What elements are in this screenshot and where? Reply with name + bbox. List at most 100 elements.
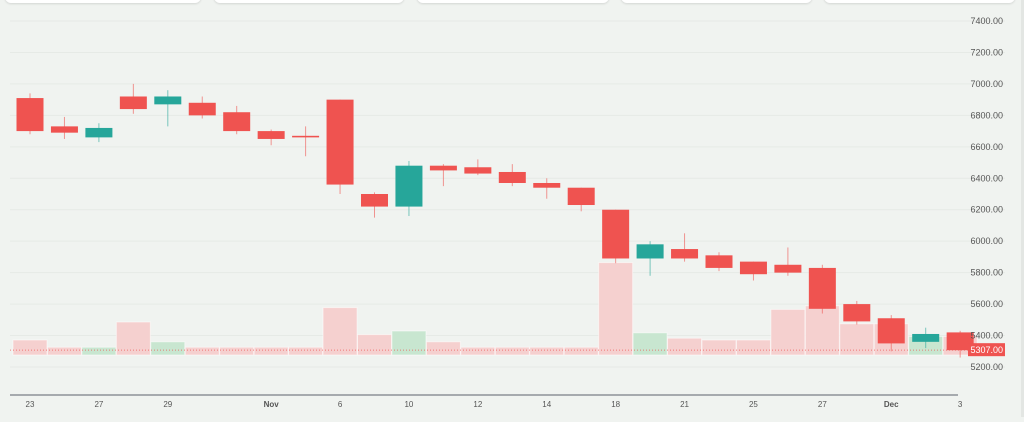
candle[interactable] — [671, 233, 699, 262]
candle[interactable] — [119, 83, 147, 114]
time-tick-label: Nov — [264, 400, 280, 409]
candle-body — [636, 244, 664, 259]
current-price-label: 5307.00 — [970, 345, 1003, 355]
price-tick-label: 7000.00 — [970, 79, 1003, 89]
volume-bar — [735, 339, 771, 356]
time-tick-label: 27 — [94, 400, 103, 409]
price-tick-label: 6000.00 — [970, 236, 1003, 246]
right-edge-border — [1021, 0, 1024, 417]
candle[interactable] — [223, 105, 251, 135]
candle[interactable] — [912, 327, 940, 349]
time-tick-label: 10 — [404, 400, 413, 409]
top-card-3[interactable] — [417, 0, 609, 3]
volume-bar — [632, 332, 668, 356]
price-tick-label: 5800.00 — [970, 268, 1003, 278]
time-tick-label: 12 — [473, 400, 482, 409]
candle[interactable] — [498, 164, 526, 187]
candle[interactable] — [50, 116, 78, 139]
time-tick-label: 23 — [26, 400, 35, 409]
time-tick-label: Dec — [884, 400, 899, 409]
candle[interactable] — [602, 209, 630, 264]
top-card-2[interactable] — [214, 0, 404, 3]
candle-body — [567, 187, 595, 206]
candle-body — [774, 264, 802, 273]
top-card-4[interactable] — [621, 0, 812, 3]
candle[interactable] — [326, 99, 354, 194]
candle-body — [946, 332, 974, 351]
candle-body — [602, 209, 630, 259]
candle-body — [877, 318, 905, 344]
time-tick-label: 29 — [163, 400, 172, 409]
candle-body — [808, 267, 836, 309]
candle-body — [257, 131, 285, 139]
time-tick-label: 3 — [958, 400, 963, 409]
candle-body — [50, 126, 78, 133]
candle-body — [223, 112, 251, 132]
candle-body — [464, 167, 492, 174]
candle-body — [533, 182, 561, 188]
candle-body — [188, 102, 216, 116]
volume-bar — [253, 346, 289, 356]
volume-bar — [12, 339, 48, 356]
price-tick-label: 6600.00 — [970, 142, 1003, 152]
candle[interactable] — [567, 187, 595, 212]
candle-body — [119, 96, 147, 110]
candle-body — [85, 127, 113, 138]
time-tick-label: 18 — [611, 400, 620, 409]
candle[interactable] — [739, 261, 767, 281]
candle[interactable] — [85, 123, 113, 143]
candle-body — [429, 165, 457, 171]
volume-bar — [460, 346, 496, 356]
volume-bar — [425, 341, 461, 356]
candle[interactable] — [533, 178, 561, 199]
volume-bar — [529, 346, 565, 356]
candle[interactable] — [361, 192, 388, 218]
volume-bar — [563, 346, 599, 356]
time-tick-label: 6 — [338, 400, 343, 409]
time-tick-label: 27 — [818, 400, 827, 409]
candle-body — [16, 98, 44, 132]
volume-bar — [701, 339, 737, 356]
candle[interactable] — [636, 241, 664, 276]
volume-bar — [391, 330, 427, 356]
candle[interactable] — [843, 300, 871, 325]
candle-body — [326, 99, 354, 185]
candle[interactable] — [292, 126, 320, 157]
top-card-5[interactable] — [824, 0, 1015, 3]
price-axis[interactable]: 7400.00 7200.00 7000.00 6800.00 6600.00 6400.… — [968, 16, 1005, 372]
price-tick-label: 7200.00 — [970, 47, 1003, 57]
candle[interactable] — [877, 315, 905, 352]
candle[interactable] — [16, 93, 44, 135]
volume-bar — [667, 337, 703, 356]
current-price-badge — [968, 343, 1005, 357]
price-tick-label: 6800.00 — [970, 110, 1003, 120]
top-card-1[interactable] — [5, 0, 201, 3]
candle[interactable] — [705, 252, 733, 272]
candle[interactable] — [808, 264, 836, 314]
time-tick-label: 14 — [542, 400, 551, 409]
candle[interactable] — [464, 159, 492, 176]
candle[interactable] — [188, 96, 216, 119]
candle[interactable] — [774, 247, 802, 276]
candle[interactable] — [257, 129, 285, 146]
candle[interactable] — [429, 164, 457, 187]
volume-bar — [46, 346, 82, 356]
price-tick-label: 5600.00 — [970, 299, 1003, 309]
volume-bar — [115, 321, 151, 356]
price-tick-label: 5400.00 — [970, 331, 1003, 341]
price-tick-label: 6200.00 — [970, 205, 1003, 215]
time-tick-label: 21 — [680, 400, 689, 409]
volume-bar — [598, 262, 634, 356]
volume-bars — [12, 262, 978, 356]
candle[interactable] — [395, 160, 423, 217]
volume-bar — [322, 307, 358, 356]
candle[interactable] — [154, 90, 182, 127]
candle-body — [671, 249, 699, 259]
time-axis[interactable]: 23 27 29 Nov 6 10 12 14 18 21 25 27 Dec 3 — [10, 394, 963, 409]
candle-body — [498, 171, 526, 183]
candle-body — [912, 333, 940, 342]
candle[interactable] — [946, 330, 974, 358]
volume-bar — [357, 334, 392, 356]
volume-bar — [494, 346, 530, 356]
